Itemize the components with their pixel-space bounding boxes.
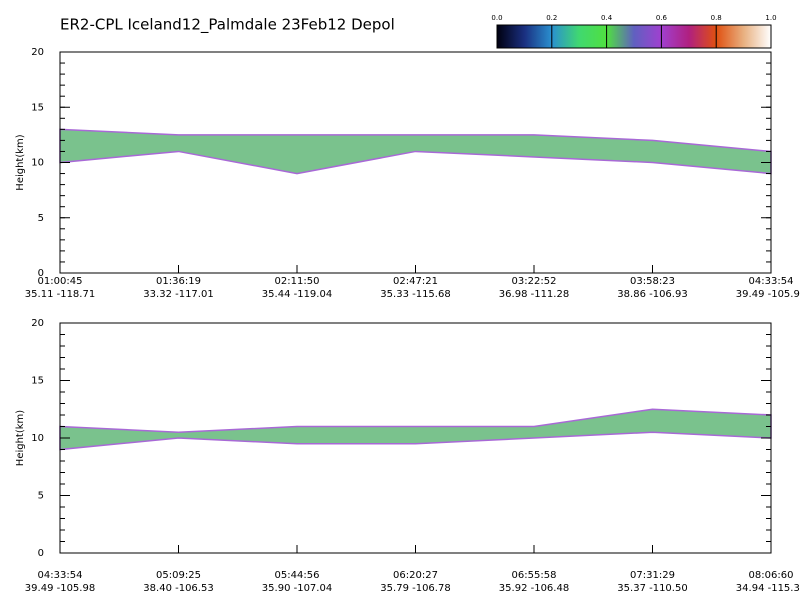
x-tick-label: 05:44:56 (275, 570, 320, 581)
cloud-layer (59, 408, 772, 451)
y-axis-label: Height(km) (15, 410, 26, 466)
colorbar-label: 0.8 (711, 14, 722, 22)
y-tick-label: 5 (38, 213, 44, 224)
x-location-label: 35.90 -107.04 (262, 583, 332, 594)
y-tick-label: 15 (31, 102, 44, 113)
x-location-label: 35.33 -115.68 (380, 289, 450, 300)
y-tick-label: 5 (38, 491, 44, 502)
y-axis-label: Height(km) (15, 134, 26, 190)
x-tick-label: 04:33:54 (749, 276, 794, 287)
x-tick-label: 02:11:50 (275, 276, 320, 287)
x-tick-label: 07:31:29 (630, 570, 675, 581)
colorbar (496, 24, 772, 49)
colorbar-label: 0.0 (491, 14, 502, 22)
title: ER2-CPL Iceland12_Palmdale 23Feb12 Depol (60, 16, 395, 35)
x-tick-label: 04:33:54 (38, 570, 83, 581)
colorbar-label: 0.2 (546, 14, 557, 22)
x-tick-label: 08:06:60 (749, 570, 794, 581)
x-tick-label: 03:58:23 (630, 276, 675, 287)
x-tick-label: 05:09:25 (156, 570, 201, 581)
x-location-label: 38.86 -106.93 (617, 289, 687, 300)
x-location-label: 39.49 -105.98 (25, 583, 95, 594)
colorbar-label: 0.6 (656, 14, 668, 22)
x-location-label: 33.32 -117.01 (143, 289, 213, 300)
x-location-label: 35.37 -110.50 (617, 583, 687, 594)
x-location-label: 35.44 -119.04 (262, 289, 332, 300)
colorbar-label: 1.0 (765, 14, 776, 22)
x-location-label: 36.98 -111.28 (499, 289, 569, 300)
colorbar-label: 0.4 (601, 14, 613, 22)
x-tick-label: 02:47:21 (393, 276, 438, 287)
x-location-label: 38.40 -106.53 (143, 583, 213, 594)
x-location-label: 35.11 -118.71 (25, 289, 95, 300)
y-tick-label: 0 (38, 548, 44, 559)
x-tick-label: 06:55:58 (512, 570, 557, 581)
y-tick-label: 20 (31, 318, 44, 329)
y-tick-label: 10 (31, 433, 44, 444)
x-location-label: 35.92 -106.48 (499, 583, 569, 594)
x-tick-label: 01:36:19 (156, 276, 201, 287)
x-tick-label: 03:22:52 (512, 276, 557, 287)
y-tick-label: 20 (31, 47, 44, 58)
cloud-layer (59, 128, 772, 175)
x-location-label: 35.79 -106.78 (380, 583, 450, 594)
y-tick-label: 15 (31, 376, 44, 387)
x-location-label: 39.49 -105.98 (736, 289, 800, 300)
x-tick-label: 01:00:45 (38, 276, 83, 287)
x-tick-label: 06:20:27 (393, 570, 438, 581)
y-tick-label: 0 (38, 268, 44, 279)
y-tick-label: 10 (31, 158, 44, 169)
x-location-label: 34.94 -115.38 (736, 583, 800, 594)
